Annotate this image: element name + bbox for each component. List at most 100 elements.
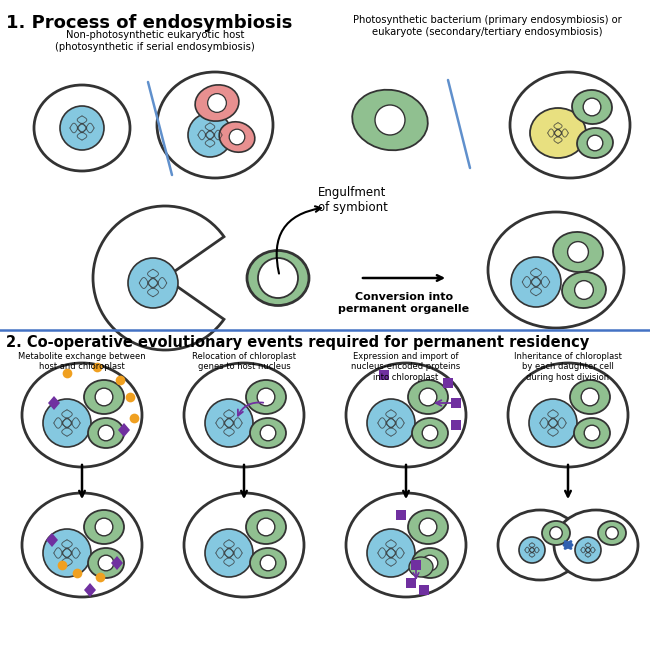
Circle shape [258, 258, 298, 298]
Ellipse shape [346, 493, 466, 597]
Text: Photosynthetic bacterium (primary endosymbiosis) or
eukaryote (secondary/tertiar: Photosynthetic bacterium (primary endosy… [352, 15, 621, 36]
Text: 1. Process of endosymbiosis: 1. Process of endosymbiosis [6, 14, 292, 32]
Circle shape [367, 529, 415, 577]
Ellipse shape [157, 72, 273, 178]
Circle shape [422, 555, 438, 571]
Ellipse shape [508, 363, 628, 467]
Circle shape [567, 242, 588, 263]
Text: Inheritance of chloroplast
by each daughter cell
during host division: Inheritance of chloroplast by each daugh… [514, 352, 622, 382]
Circle shape [422, 425, 438, 441]
Ellipse shape [409, 557, 433, 577]
Ellipse shape [22, 493, 142, 597]
Circle shape [587, 135, 603, 151]
Circle shape [229, 129, 245, 145]
Ellipse shape [34, 85, 130, 171]
Polygon shape [118, 423, 130, 437]
Ellipse shape [570, 380, 610, 414]
Circle shape [581, 388, 599, 406]
Circle shape [98, 425, 114, 441]
Ellipse shape [412, 418, 448, 448]
Circle shape [205, 399, 253, 447]
Circle shape [60, 106, 104, 150]
Circle shape [260, 555, 276, 571]
Circle shape [95, 388, 113, 406]
Ellipse shape [247, 250, 309, 306]
Circle shape [188, 113, 232, 157]
Circle shape [98, 555, 114, 571]
Ellipse shape [510, 72, 630, 178]
Ellipse shape [219, 122, 255, 152]
Text: Non-photosynthetic eukaryotic host
(photosynthetic if serial endosymbiosis): Non-photosynthetic eukaryotic host (phot… [55, 30, 255, 51]
Circle shape [511, 257, 561, 307]
Ellipse shape [562, 272, 606, 308]
Circle shape [375, 105, 405, 135]
Circle shape [260, 425, 276, 441]
Circle shape [207, 94, 226, 112]
Text: Relocation of chloroplast
genes to host nucleus: Relocation of chloroplast genes to host … [192, 352, 296, 371]
Ellipse shape [250, 418, 286, 448]
Ellipse shape [577, 128, 613, 158]
Ellipse shape [22, 363, 142, 467]
Ellipse shape [88, 548, 124, 578]
Circle shape [367, 399, 415, 447]
Circle shape [43, 399, 91, 447]
Ellipse shape [408, 380, 448, 414]
Ellipse shape [250, 548, 286, 578]
Circle shape [606, 526, 618, 539]
Circle shape [584, 425, 600, 441]
Ellipse shape [572, 90, 612, 124]
Ellipse shape [184, 363, 304, 467]
Ellipse shape [542, 521, 570, 545]
Circle shape [583, 98, 601, 116]
Ellipse shape [488, 212, 624, 328]
Text: Expression and import of
nucleus-encoded proteins
into chloroplast: Expression and import of nucleus-encoded… [352, 352, 461, 382]
Circle shape [550, 526, 562, 539]
Text: 2. Co-operative evolutionary events required for permanent residency: 2. Co-operative evolutionary events requ… [6, 335, 590, 350]
Ellipse shape [88, 418, 124, 448]
Text: Conversion into
permanent organelle: Conversion into permanent organelle [339, 292, 469, 313]
Circle shape [257, 388, 275, 406]
Circle shape [95, 518, 113, 536]
Ellipse shape [84, 510, 124, 544]
Bar [406, 578, 416, 588]
Text: Metabolite exchange between
host and chloroplast: Metabolite exchange between host and chl… [18, 352, 146, 371]
Circle shape [257, 518, 275, 536]
Ellipse shape [84, 380, 124, 414]
Ellipse shape [184, 493, 304, 597]
Wedge shape [93, 206, 224, 350]
Bar [451, 398, 461, 408]
Ellipse shape [246, 380, 286, 414]
Circle shape [575, 281, 593, 300]
Ellipse shape [412, 548, 448, 578]
Ellipse shape [530, 108, 586, 158]
Text: Engulfment
of symbiont: Engulfment of symbiont [318, 186, 388, 214]
Bar [379, 370, 389, 380]
Ellipse shape [352, 90, 428, 150]
Polygon shape [111, 556, 123, 570]
Circle shape [519, 537, 545, 563]
Circle shape [575, 537, 601, 563]
Ellipse shape [554, 510, 638, 580]
Ellipse shape [598, 521, 626, 545]
Ellipse shape [195, 85, 239, 121]
Bar [451, 420, 461, 430]
Ellipse shape [553, 232, 603, 272]
Polygon shape [46, 533, 58, 547]
Ellipse shape [246, 510, 286, 544]
Ellipse shape [574, 418, 610, 448]
Circle shape [205, 529, 253, 577]
Polygon shape [48, 396, 60, 410]
Circle shape [419, 388, 437, 406]
Circle shape [128, 258, 178, 308]
Circle shape [529, 399, 577, 447]
Ellipse shape [346, 363, 466, 467]
Circle shape [419, 518, 437, 536]
Circle shape [43, 529, 91, 577]
Ellipse shape [498, 510, 582, 580]
Bar [443, 378, 453, 388]
Bar [411, 560, 421, 570]
Bar [396, 510, 406, 520]
Bar [419, 585, 429, 595]
Polygon shape [84, 583, 96, 597]
Ellipse shape [408, 510, 448, 544]
